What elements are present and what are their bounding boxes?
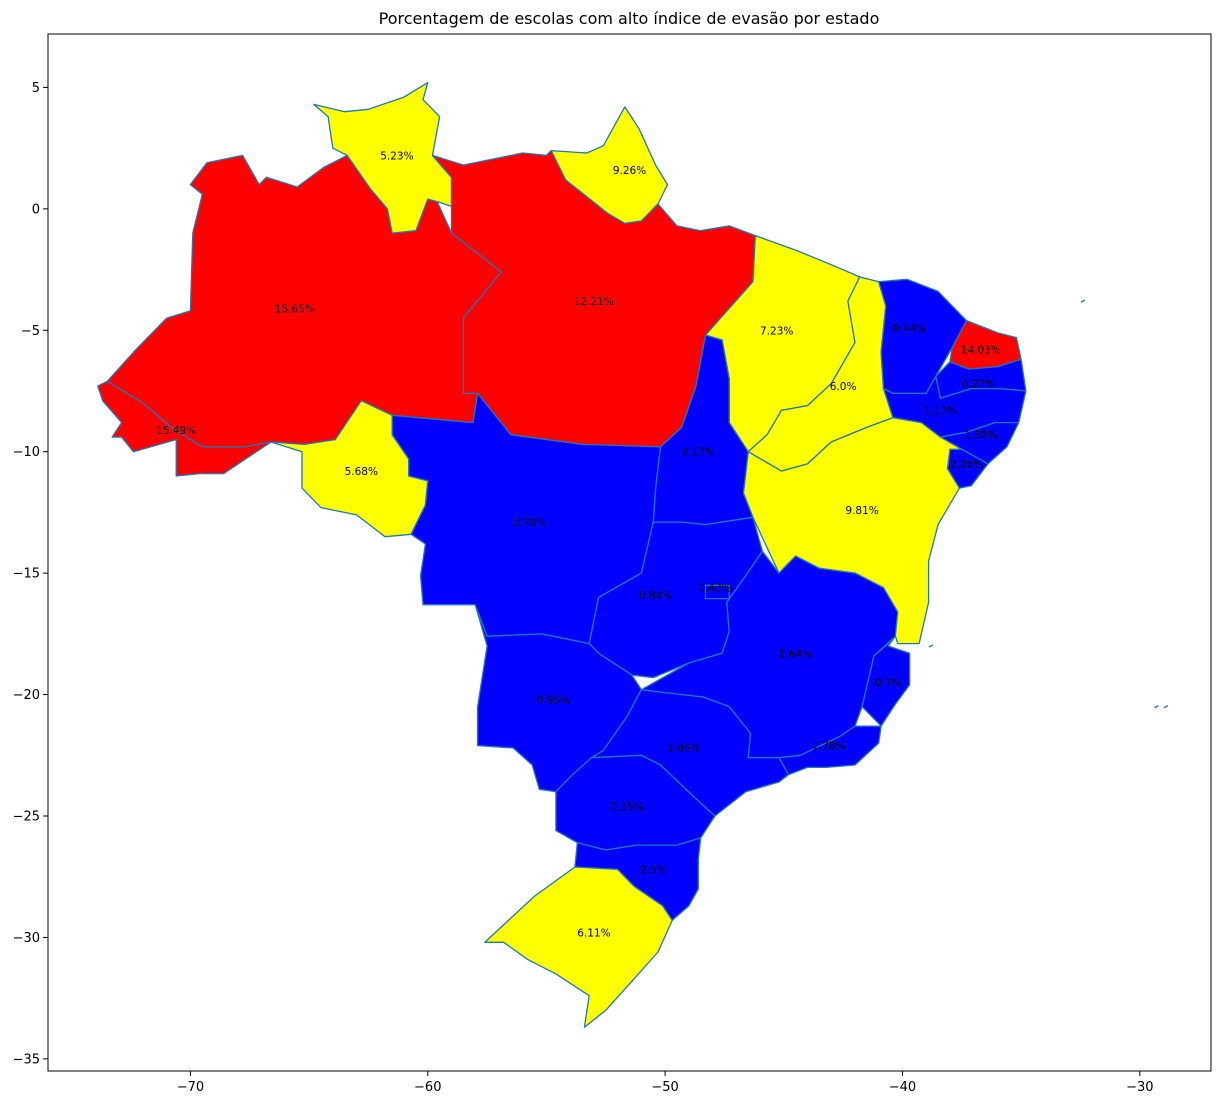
state-label-sp: 1.05% <box>667 743 700 755</box>
state-label-ap: 9.26% <box>613 165 646 177</box>
y-tick-label: −30 <box>13 931 40 946</box>
state-label-pe: 1.17% <box>924 405 957 417</box>
y-tick-label: 5 <box>32 81 40 96</box>
x-tick-label: −50 <box>651 1080 678 1095</box>
state-label-mt: 3.78% <box>513 517 546 529</box>
x-axis: −70 −60 −50 −40 −30 <box>177 1071 1154 1095</box>
labels-layer: 15.65% 15.49% 5.23% 9.26% 12.21% 7.23% 6.0% 0.4… <box>156 150 1001 939</box>
y-tick-label: −10 <box>13 445 40 460</box>
island-mark <box>1163 705 1169 709</box>
state-label-ms: 0.95% <box>537 694 570 706</box>
state-label-ma: 7.23% <box>760 325 793 337</box>
state-label-rr: 5.23% <box>380 150 413 162</box>
y-tick-label: 0 <box>32 202 40 217</box>
state-label-ba: 9.81% <box>845 505 878 517</box>
state-label-ac: 15.49% <box>156 425 196 437</box>
island-mark <box>928 644 934 648</box>
y-tick-label: −35 <box>13 1052 40 1067</box>
x-tick-label: −40 <box>889 1080 916 1095</box>
state-ac <box>97 380 272 477</box>
y-tick-label: −15 <box>13 567 40 582</box>
state-label-rn: 14.03% <box>961 345 1001 357</box>
x-tick-label: −70 <box>177 1080 204 1095</box>
y-tick-label: −20 <box>13 688 40 703</box>
island-mark <box>1154 705 1159 709</box>
x-tick-label: −30 <box>1126 1080 1153 1095</box>
state-label-al: 1.80% <box>964 430 997 442</box>
state-label-sc: 2.5% <box>640 864 667 876</box>
state-label-pi: 6.0% <box>830 381 857 393</box>
y-tick-label: −5 <box>21 324 40 339</box>
state-label-se: 2.26% <box>950 459 983 471</box>
y-tick-label: −25 <box>13 810 40 825</box>
state-label-pb: 0.27% <box>962 379 995 391</box>
state-label-mg: 1.64% <box>779 648 812 660</box>
state-label-es: 0.7% <box>875 677 902 689</box>
state-label-to: 2.17% <box>682 447 715 459</box>
state-label-ce: 0.44% <box>893 323 926 335</box>
state-label-rs: 6.11% <box>577 928 610 940</box>
y-axis: 5 0 −5 −10 −15 −20 −25 −30 −35 <box>13 81 48 1067</box>
state-label-pr: 0.15% <box>610 801 643 813</box>
state-label-rj: 1.78% <box>812 741 845 753</box>
island-mark <box>1080 299 1086 303</box>
state-label-pa: 12.21% <box>574 296 614 308</box>
state-label-ro: 5.68% <box>345 466 378 478</box>
state-rs <box>484 866 673 1028</box>
state-rj <box>778 725 882 776</box>
state-rr <box>313 81 453 234</box>
state-label-df: 0.43% <box>698 583 731 595</box>
x-tick-label: −60 <box>414 1080 441 1095</box>
state-label-go: 0.84% <box>639 590 672 602</box>
state-es <box>861 635 911 727</box>
states-layer <box>97 81 1169 1028</box>
chart-title: Porcentagem de escolas com alto índice d… <box>379 9 880 28</box>
state-label-am: 15.65% <box>275 303 315 315</box>
